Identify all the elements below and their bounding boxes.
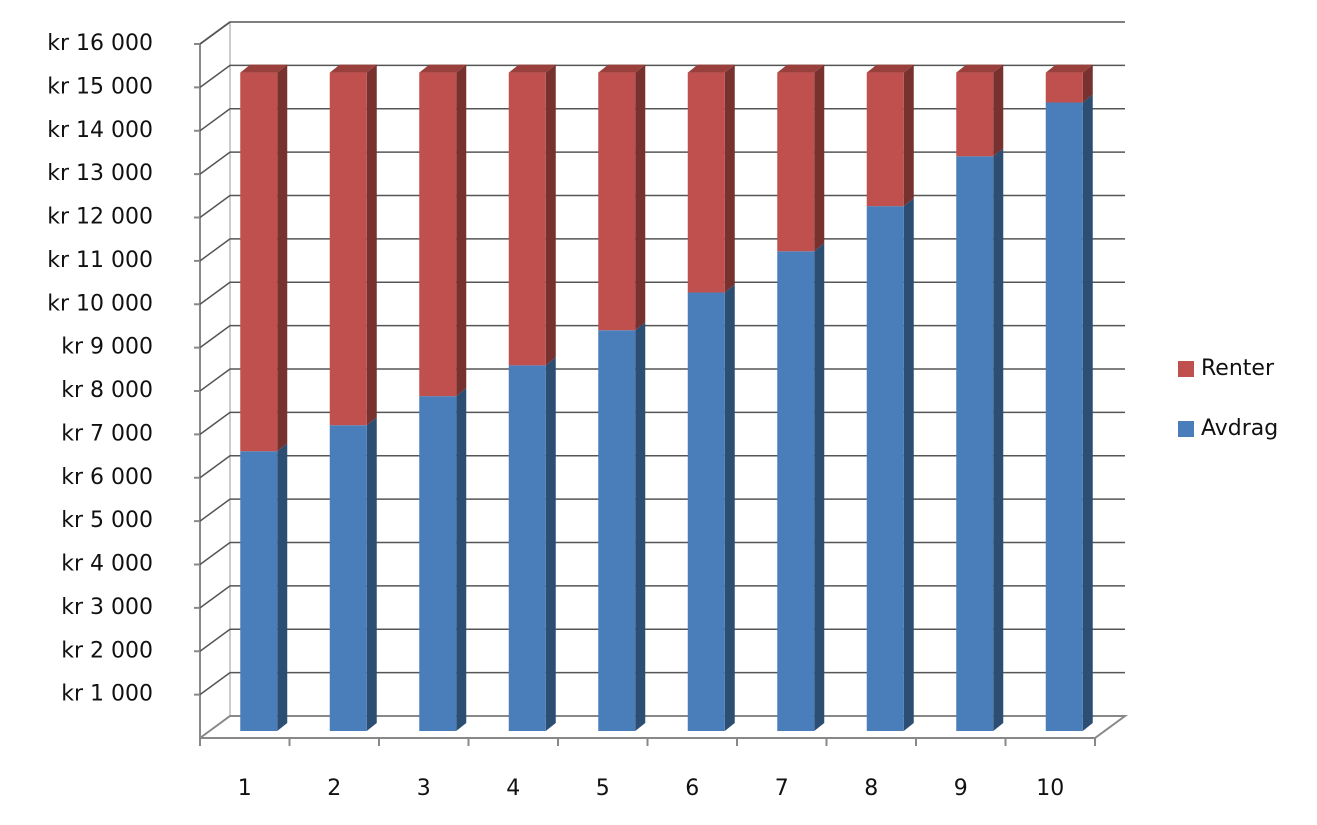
y-tick-label: kr 11 000 — [47, 248, 153, 273]
bar — [866, 72, 904, 207]
bar — [240, 72, 278, 452]
grid-line — [199, 368, 1125, 392]
legend-label: Avdrag — [1201, 416, 1278, 441]
bar — [329, 72, 367, 426]
bar — [508, 365, 546, 731]
bar — [956, 156, 994, 731]
x-tick-label: 10 — [1036, 776, 1064, 801]
grid-line — [199, 628, 1125, 652]
bar-top — [419, 64, 467, 73]
bar — [956, 72, 994, 157]
legend-label: Renter — [1201, 356, 1275, 381]
y-tick-label: kr 5 000 — [61, 508, 153, 533]
bar-top — [1045, 64, 1093, 73]
bar-side — [277, 443, 288, 731]
y-tick-label: kr 10 000 — [47, 291, 153, 316]
grid-line — [199, 194, 1125, 219]
grid-line — [199, 151, 1125, 175]
bar-side — [366, 417, 377, 731]
grid-line — [199, 281, 1125, 305]
grid-line — [199, 411, 1125, 435]
bar-top — [687, 64, 735, 73]
bar — [419, 396, 457, 731]
bar — [777, 251, 815, 731]
grid-line — [199, 238, 1125, 262]
bar-top — [329, 64, 377, 73]
bar-side — [1082, 94, 1093, 732]
grid-line — [199, 455, 1125, 479]
bar — [1045, 72, 1083, 103]
bar-side — [903, 64, 914, 207]
x-tick-label: 4 — [506, 776, 520, 801]
x-tick-label: 7 — [775, 776, 789, 801]
grid-line — [199, 541, 1125, 566]
y-tick-label: kr 16 000 — [47, 31, 153, 56]
grid-line — [199, 498, 1125, 522]
grid-line — [199, 64, 1125, 88]
y-tick-label: kr 1 000 — [61, 682, 153, 707]
y-tick-label: kr 9 000 — [61, 335, 153, 360]
bar-side — [724, 64, 735, 293]
y-tick-label: kr 6 000 — [61, 465, 153, 490]
bar-top — [956, 64, 1004, 73]
grid-line — [199, 671, 1125, 696]
bar — [598, 330, 636, 731]
y-tick-label: kr 13 000 — [47, 161, 153, 186]
grid-line — [199, 585, 1125, 609]
bar — [687, 292, 725, 731]
bar-side — [635, 64, 646, 331]
bar-top — [866, 64, 914, 73]
bar-side — [545, 357, 556, 731]
bar-side — [635, 322, 646, 731]
y-tick-label: kr 14 000 — [47, 118, 153, 143]
bar — [240, 451, 278, 731]
bar-side — [1082, 64, 1093, 103]
x-tick-label: 3 — [417, 776, 431, 801]
bar-side — [366, 64, 377, 426]
bar-side — [277, 64, 288, 452]
bar — [866, 206, 904, 732]
x-tick-label: 5 — [596, 776, 610, 801]
y-tick-label: kr 4 000 — [61, 552, 153, 577]
bar-top — [240, 64, 288, 73]
bar-top — [508, 64, 556, 73]
y-tick-label: kr 8 000 — [61, 378, 153, 403]
x-tick-label: 9 — [954, 776, 968, 801]
x-tick-label: 1 — [238, 776, 252, 801]
bar — [1045, 102, 1083, 732]
bar-side — [814, 243, 825, 731]
grid-line — [199, 324, 1125, 349]
y-tick-label: kr 3 000 — [61, 595, 153, 620]
bar-side — [814, 64, 825, 252]
bar-top — [598, 64, 646, 73]
bar-side — [903, 198, 914, 732]
x-tick-label: 8 — [864, 776, 878, 801]
bar — [777, 72, 815, 252]
bar-side — [456, 64, 467, 397]
bar-top — [777, 64, 825, 73]
bar — [329, 425, 367, 731]
bar-side — [724, 284, 735, 731]
legend-swatch — [1178, 361, 1194, 377]
x-tick-label: 6 — [685, 776, 699, 801]
grid-line — [199, 21, 1125, 45]
bar — [419, 72, 457, 397]
y-tick-label: kr 2 000 — [61, 638, 153, 663]
grid-line — [199, 108, 1125, 132]
bar-side — [993, 64, 1004, 157]
bar — [598, 72, 636, 331]
y-tick-label: kr 7 000 — [61, 421, 153, 446]
bar-side — [545, 64, 556, 366]
y-tick-label: kr 15 000 — [47, 74, 153, 99]
bar-side — [993, 148, 1004, 731]
bar — [687, 72, 725, 293]
floor-line — [199, 715, 1129, 739]
bar — [508, 72, 546, 366]
bar-side — [456, 388, 467, 731]
x-tick-label: 2 — [327, 776, 341, 801]
legend-swatch — [1178, 421, 1194, 437]
y-tick-label: kr 12 000 — [47, 205, 153, 230]
